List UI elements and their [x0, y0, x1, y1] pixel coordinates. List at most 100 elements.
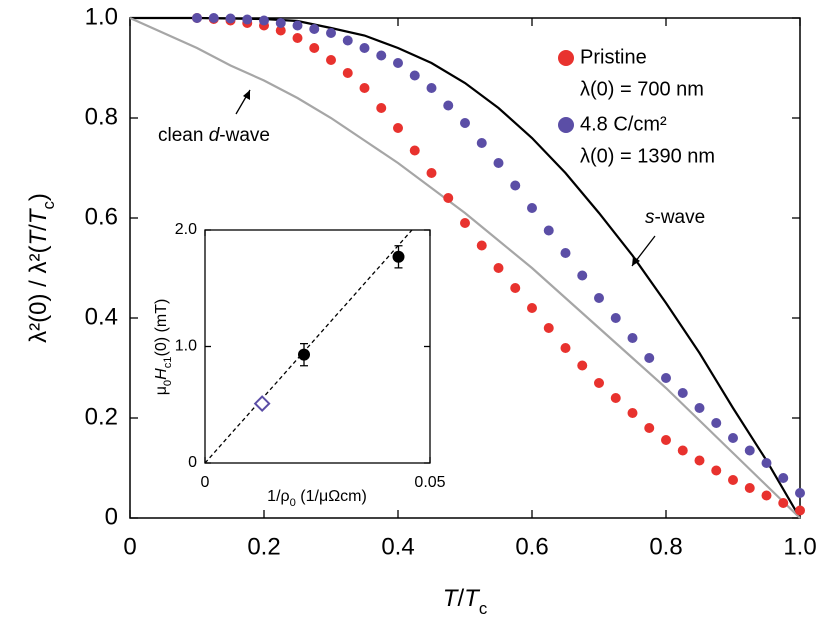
d-wave-label: clean d-wave	[158, 125, 270, 146]
data-point	[761, 458, 772, 468]
x-tick-label: 0.8	[649, 533, 682, 560]
data-point	[426, 83, 437, 93]
data-point	[543, 323, 554, 333]
data-point	[493, 263, 504, 273]
data-point	[359, 43, 370, 53]
x-tick-label: 0	[201, 474, 210, 491]
data-point	[527, 303, 537, 313]
data-point	[309, 43, 320, 53]
inset-frame	[204, 229, 431, 464]
data-point	[259, 15, 269, 26]
data-point	[443, 193, 454, 203]
data-point	[795, 488, 805, 498]
legend-label: 4.8 C/cm²	[580, 113, 667, 135]
data-point	[677, 445, 688, 456]
data-point	[292, 20, 303, 31]
data-point	[476, 138, 487, 148]
data-point	[326, 55, 336, 65]
theory-curve	[130, 16, 801, 519]
inset-y-label: μ0Hc1(0) (mT)	[153, 299, 174, 396]
data-point	[761, 490, 772, 501]
data-point	[527, 203, 537, 213]
y-tick-label: 0	[105, 503, 118, 530]
data-point	[275, 18, 286, 28]
data-point	[594, 378, 604, 388]
data-point	[677, 388, 688, 398]
data-point	[711, 418, 722, 428]
data-point	[510, 283, 521, 293]
data-point	[644, 423, 655, 433]
data-point	[460, 218, 470, 228]
data-point	[627, 408, 638, 418]
data-point	[744, 445, 755, 456]
data-point	[409, 145, 420, 156]
d-wave-arrowhead	[243, 90, 250, 100]
legend-label: Pristine	[580, 46, 647, 68]
data-point	[409, 70, 420, 81]
data-point	[778, 498, 789, 508]
data-point	[275, 25, 286, 36]
data-point	[510, 180, 521, 191]
x-tick-label: 1.0	[783, 533, 816, 560]
data-point	[594, 293, 604, 303]
main-plot: 0 0.2 0.4 0.6 0.8 1.0 0 0.2 0.4 0.6 0.8 1.0 Pristine…	[85, 3, 817, 560]
y-tick-label: 1.0	[175, 338, 197, 355]
legend-note: λ(0) = 1390 nm	[580, 145, 715, 167]
x-tick-label: 0.2	[247, 533, 280, 560]
data-point	[728, 433, 738, 443]
data-point	[476, 240, 487, 251]
data-point	[543, 225, 554, 236]
x-tick-label: 0.6	[515, 533, 548, 560]
data-point	[610, 313, 621, 323]
fit-line	[204, 229, 413, 464]
data-point	[376, 103, 387, 113]
inset-x-label: 1/ρ0 (1/μΩcm)	[267, 488, 367, 509]
data-point	[694, 403, 705, 413]
y-axis-label: λ²(0) / λ²(T/Tc)	[25, 193, 58, 343]
data-point	[393, 58, 403, 68]
data-point	[610, 393, 621, 403]
data-point	[208, 13, 219, 23]
theory-curve	[129, 16, 801, 519]
open-point	[253, 395, 271, 412]
y-tick-label: 1.0	[85, 3, 118, 30]
data-point	[309, 24, 320, 34]
x-tick-label: 0	[123, 533, 136, 560]
data-point	[298, 348, 310, 361]
legend-marker	[558, 50, 574, 66]
inset-plot: 0 0.05 0 1.0 2.0	[175, 221, 446, 491]
data-point	[577, 270, 588, 281]
s-wave-label: s-wave	[645, 207, 705, 228]
data-point	[728, 475, 738, 485]
x-tick-label: 0.4	[381, 533, 414, 560]
data-point	[711, 465, 722, 476]
data-point	[342, 35, 353, 46]
data-point	[493, 158, 504, 168]
y-tick-label: 0.4	[85, 303, 118, 330]
y-tick-label: 2.0	[175, 221, 197, 238]
data-point	[560, 343, 571, 353]
y-tick-label: 0.6	[85, 203, 118, 230]
data-point	[225, 13, 236, 24]
x-axis-label: T/Tc	[443, 585, 487, 618]
legend-marker	[558, 117, 574, 133]
data-point	[342, 68, 353, 78]
x-tick-label: 0.05	[414, 474, 445, 491]
data-point	[326, 28, 336, 38]
y-tick-label: 0	[188, 454, 197, 471]
y-tick-label: 0.8	[85, 103, 118, 130]
data-point	[426, 168, 437, 178]
data-point	[795, 505, 805, 516]
data-point	[292, 33, 303, 43]
data-point	[560, 248, 571, 258]
data-point	[627, 333, 638, 343]
data-point	[644, 353, 655, 363]
data-point	[778, 473, 789, 483]
data-point	[376, 50, 387, 61]
data-point	[744, 483, 755, 493]
data-point	[192, 13, 202, 23]
data-point	[661, 435, 671, 445]
legend-note: λ(0) = 700 nm	[580, 78, 704, 100]
data-point	[393, 123, 403, 133]
